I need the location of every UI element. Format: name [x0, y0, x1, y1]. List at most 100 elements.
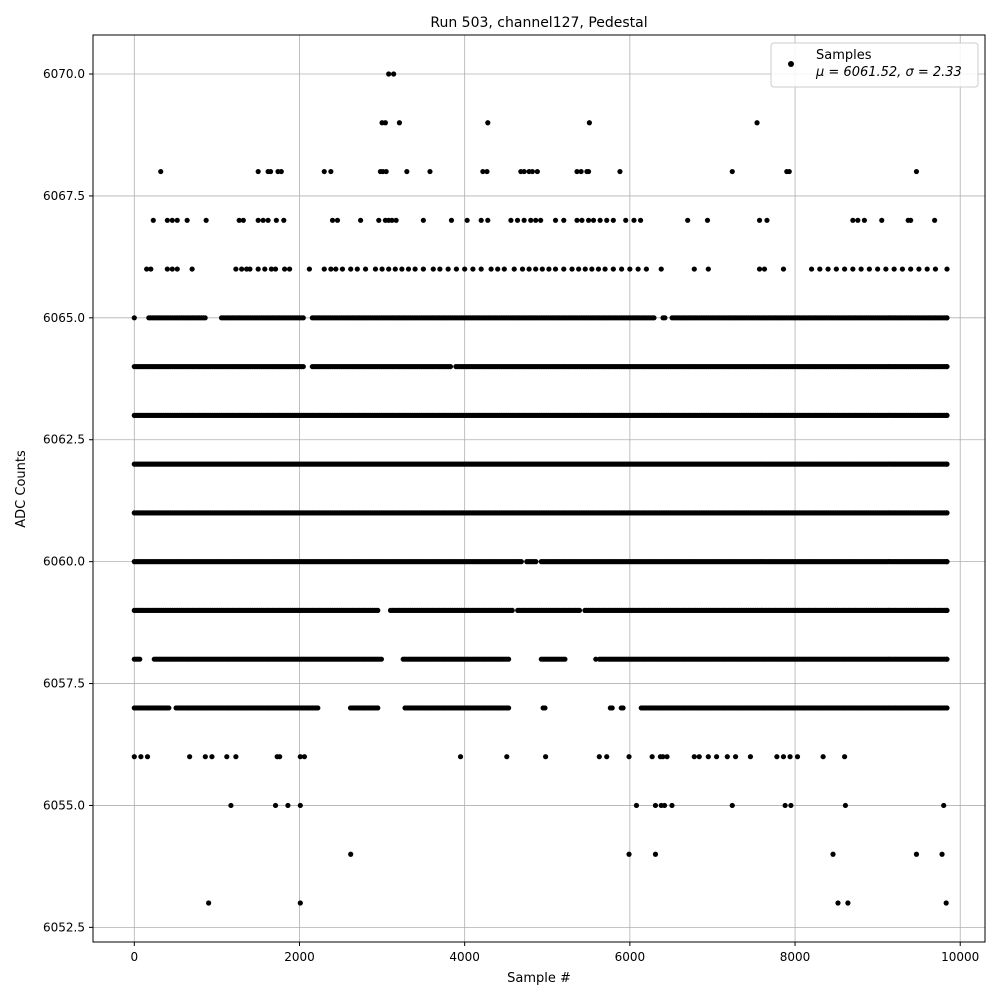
data-point — [747, 754, 754, 760]
data-point — [164, 217, 170, 223]
data-point — [595, 266, 602, 272]
data-point — [845, 900, 851, 906]
data-point — [504, 754, 510, 760]
data-point — [485, 217, 491, 223]
data-point — [169, 266, 175, 272]
data-point — [376, 217, 382, 223]
data-point — [348, 851, 354, 857]
data-point — [427, 168, 433, 175]
data-point — [228, 802, 234, 809]
data-point — [866, 266, 872, 272]
data-point — [841, 266, 848, 272]
data-point — [260, 217, 266, 223]
data-point — [462, 266, 468, 272]
data-point — [255, 168, 261, 175]
data-point — [623, 217, 629, 223]
data-point — [389, 217, 395, 223]
data-point — [267, 168, 274, 175]
data-point — [297, 754, 303, 760]
y-tick-label: 6067.5 — [43, 189, 85, 203]
data-point — [150, 217, 156, 223]
data-point — [447, 363, 454, 370]
data-point — [508, 217, 514, 223]
data-point — [662, 315, 668, 321]
data-point — [393, 217, 399, 223]
data-point — [637, 217, 644, 223]
data-point — [582, 266, 588, 272]
data-point — [879, 217, 885, 223]
data-point — [944, 363, 950, 370]
data-point — [420, 217, 426, 223]
data-point — [574, 168, 580, 175]
data-point — [329, 217, 336, 223]
data-point — [358, 217, 364, 223]
data-point — [300, 315, 306, 321]
data-point — [506, 656, 512, 662]
data-point — [379, 266, 385, 272]
data-point — [817, 266, 823, 272]
data-point — [131, 315, 137, 321]
data-point — [375, 705, 381, 711]
data-point — [138, 754, 144, 760]
data-point — [774, 754, 780, 760]
data-point — [913, 851, 920, 857]
data-point — [652, 802, 659, 809]
data-point — [315, 705, 321, 711]
data-point — [272, 266, 279, 272]
data-point — [669, 802, 675, 809]
y-tick-label: 6055.0 — [43, 798, 85, 812]
data-point — [378, 656, 385, 662]
data-point — [705, 754, 711, 760]
data-point — [691, 266, 697, 272]
y-tick-label: 6052.5 — [43, 920, 85, 934]
data-point — [396, 120, 403, 126]
data-point — [187, 754, 193, 760]
data-point — [908, 266, 914, 272]
data-point — [875, 266, 881, 272]
y-axis-label: ADC Counts — [14, 450, 29, 528]
data-point — [166, 705, 172, 711]
data-point — [300, 363, 306, 370]
data-point — [189, 266, 195, 272]
data-point — [602, 266, 608, 272]
data-point — [236, 217, 242, 223]
data-point — [445, 266, 451, 272]
data-point — [794, 754, 801, 760]
data-point — [533, 559, 539, 565]
legend-box — [770, 42, 979, 88]
data-point — [533, 217, 539, 223]
data-point — [202, 315, 208, 321]
data-point — [691, 754, 697, 760]
data-point — [782, 802, 788, 809]
data-point — [521, 217, 527, 223]
data-point — [841, 754, 848, 760]
data-point — [652, 851, 659, 857]
data-point — [596, 754, 602, 760]
data-point — [586, 120, 592, 126]
data-point — [538, 217, 544, 223]
data-point — [944, 315, 950, 321]
data-point — [273, 217, 279, 223]
data-point — [233, 754, 239, 760]
data-point — [478, 266, 484, 272]
data-point — [664, 754, 670, 760]
data-point — [754, 120, 760, 126]
data-point — [495, 266, 501, 272]
data-point — [713, 754, 720, 760]
data-point — [609, 705, 615, 711]
data-point — [506, 705, 512, 711]
data-point — [144, 266, 150, 272]
data-point — [883, 266, 889, 272]
data-point — [255, 217, 261, 223]
data-point — [169, 217, 175, 223]
data-point — [787, 754, 793, 760]
data-point — [519, 266, 526, 272]
data-point — [137, 656, 143, 662]
data-point — [448, 217, 455, 223]
data-point — [542, 705, 548, 711]
data-point — [286, 266, 293, 272]
data-point — [696, 754, 702, 760]
data-point — [386, 71, 392, 77]
